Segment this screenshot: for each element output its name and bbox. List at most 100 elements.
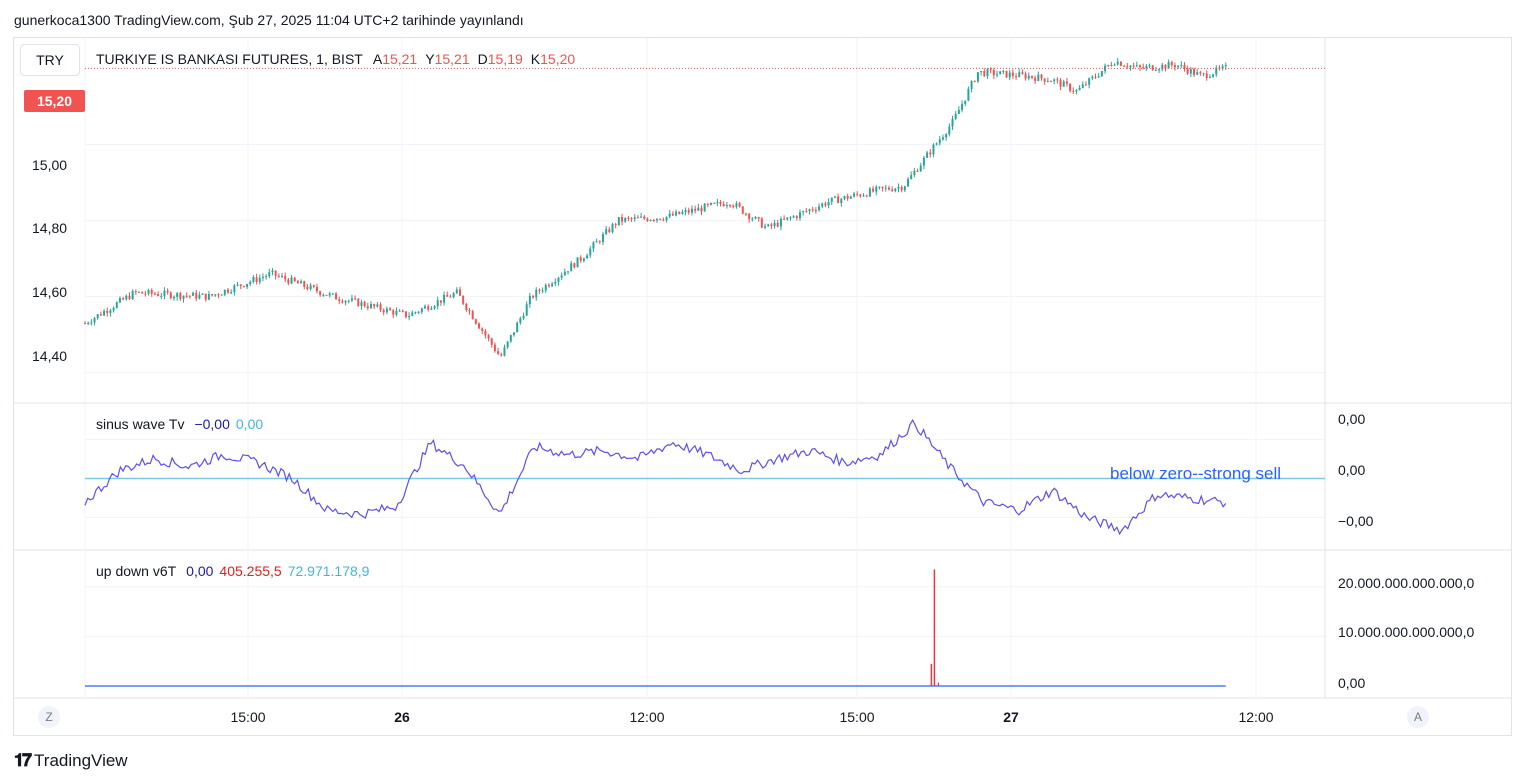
candle-body — [420, 308, 423, 312]
candle-body — [605, 229, 608, 235]
candle-body — [767, 224, 770, 227]
candle-body — [970, 81, 973, 89]
sinus-line — [84, 418, 1227, 536]
candle-body — [471, 311, 474, 320]
candle-body — [700, 207, 703, 212]
candle-body — [1186, 68, 1189, 74]
candle-body — [675, 211, 678, 216]
candle-body — [106, 311, 109, 313]
sinus-title[interactable]: sinus wave Tv — [96, 416, 185, 432]
time-axis-label: 15:00 — [230, 709, 266, 725]
candle-body — [1177, 65, 1180, 68]
candle-body — [519, 318, 522, 323]
candle-body — [1129, 65, 1132, 68]
candle-body — [147, 289, 150, 294]
auto-scale-button[interactable]: A — [1407, 706, 1429, 728]
candle-body — [335, 293, 338, 300]
symbol-title[interactable]: TURKIYE IS BANKASI FUTURES, 1, BIST — [96, 51, 363, 67]
candle-body — [242, 285, 245, 287]
candle-body — [138, 291, 141, 293]
updown-value-1: 0,00 — [186, 563, 214, 579]
candle-body — [579, 257, 582, 261]
timezone-button[interactable]: Z — [38, 706, 60, 728]
candle-body — [1119, 61, 1122, 66]
candle-body — [849, 196, 852, 199]
candle-body — [1065, 81, 1068, 84]
candle-body — [1046, 81, 1049, 83]
candle-body — [293, 277, 296, 282]
sinus-axis-label: 0,00 — [1338, 411, 1366, 427]
candle-body — [932, 144, 935, 155]
candle-body — [818, 206, 821, 211]
candle-body — [306, 286, 309, 290]
candle-body — [389, 308, 392, 311]
candle-body — [789, 217, 792, 219]
candle-body — [344, 300, 347, 303]
candle-body — [547, 284, 550, 287]
candle-body — [331, 293, 334, 295]
candle-body — [859, 194, 862, 197]
candle-body — [274, 270, 277, 276]
candle-body — [500, 354, 503, 356]
candle-body — [452, 293, 455, 298]
candle-body — [341, 300, 344, 303]
ohlc-high-value: 15,21 — [434, 51, 470, 67]
time-axis-label: 12:00 — [1238, 709, 1274, 725]
candle-body — [973, 81, 976, 83]
currency-button[interactable]: TRY — [20, 44, 80, 76]
candle-body — [474, 319, 477, 324]
candle-body — [586, 255, 589, 259]
candle-body — [424, 306, 427, 309]
candle-body — [312, 285, 315, 287]
candle-body — [354, 298, 357, 300]
candle-body — [433, 306, 436, 309]
candle-body — [373, 304, 376, 307]
candle-body — [195, 292, 198, 299]
candle-body — [271, 270, 274, 273]
candle-body — [843, 195, 846, 199]
candle-body — [624, 217, 627, 222]
candle-body — [875, 186, 878, 192]
candle-body — [808, 209, 811, 212]
candle-body — [249, 281, 252, 285]
candle-body — [621, 217, 624, 222]
candle-body — [1221, 66, 1224, 69]
candle-body — [922, 157, 925, 166]
candle-body — [439, 300, 442, 303]
tv-logo-icon: 𝟏𝟕 — [14, 750, 32, 770]
updown-title[interactable]: up down v6T — [96, 563, 177, 579]
candle-body — [687, 210, 690, 213]
ohlc-close-value: 15,20 — [540, 51, 576, 67]
candle-body — [757, 217, 760, 219]
candle-body — [290, 277, 293, 284]
candle-body — [703, 203, 706, 212]
logo-text: TradingView — [34, 750, 128, 770]
candle-body — [1021, 72, 1024, 74]
candle-body — [544, 284, 547, 291]
candle-body — [1208, 76, 1211, 78]
candle-body — [1116, 61, 1119, 65]
candle-body — [996, 74, 999, 76]
candle-body — [153, 293, 156, 295]
candle-body — [1107, 65, 1110, 67]
candle-body — [805, 211, 808, 213]
candle-body — [401, 310, 404, 312]
candle-body — [169, 292, 172, 299]
candle-body — [913, 170, 916, 176]
candle-body — [945, 134, 948, 138]
candle-body — [525, 304, 528, 316]
chart-annotation[interactable]: below zero--strong sell — [1110, 464, 1282, 483]
sinus-axis-label: 0,00 — [1338, 462, 1366, 478]
candle-body — [236, 284, 239, 286]
candle-body — [668, 213, 671, 217]
updown-axis-label: 20.000.000.000.000,0 — [1338, 575, 1475, 591]
candle-body — [176, 293, 179, 297]
candle-body — [1008, 72, 1011, 78]
candle-body — [255, 277, 258, 282]
candle-body — [1205, 73, 1208, 78]
candle-body — [617, 217, 620, 225]
candle-body — [573, 263, 576, 268]
candle-body — [541, 290, 544, 292]
candle-body — [465, 303, 468, 310]
